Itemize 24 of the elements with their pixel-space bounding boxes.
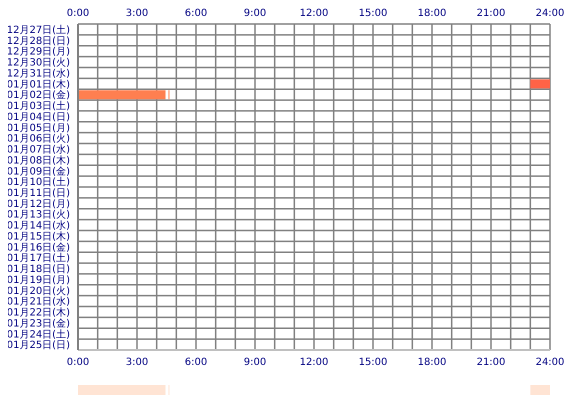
x-tick-label: 3:00 [126,357,148,368]
x-tick-label: 6:00 [184,357,208,368]
x2-tick-label: 18:00 [418,8,446,19]
x2-tick-label: 3:00 [126,8,148,19]
x2-tick-label: 24:00 [536,8,564,19]
x2-tick-label: 21:00 [476,8,506,19]
x2-tick-label: 0:00 [66,8,90,19]
y-tick-label: 12月28日(日) [6,36,70,47]
x2-tick-label: 9:00 [244,8,266,19]
y-tick-label: 12月27日(土) [6,24,70,36]
y-tick-label: 12月31日(水) [6,67,70,80]
x-tick-label: 12:00 [300,357,328,368]
x2-tick-label: 6:00 [184,8,208,19]
x-tick-label: 24:00 [536,357,564,368]
x-tick-label: 0:00 [66,357,90,368]
x2-tick-label: 15:00 [358,8,388,19]
y-tick-label: 12月30日(火) [6,56,70,69]
x2-tick-label: 12:00 [300,8,328,19]
x-tick-label: 15:00 [358,357,388,368]
x-tick-label: 21:00 [476,357,506,368]
x-tick-label: 9:00 [244,357,266,368]
x-tick-label: 18:00 [418,357,446,368]
y-tick-label: 12月29日(月) [6,46,70,58]
bar [530,79,550,88]
